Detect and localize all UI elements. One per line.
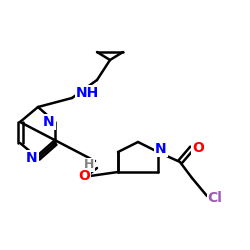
Text: Cl: Cl [208,191,222,205]
Text: N: N [26,151,38,165]
Text: NH: NH [76,86,98,100]
Text: N: N [155,142,167,156]
Text: O: O [192,141,204,155]
Text: O: O [78,169,90,183]
Text: H: H [84,158,94,172]
Text: N: N [43,115,55,129]
